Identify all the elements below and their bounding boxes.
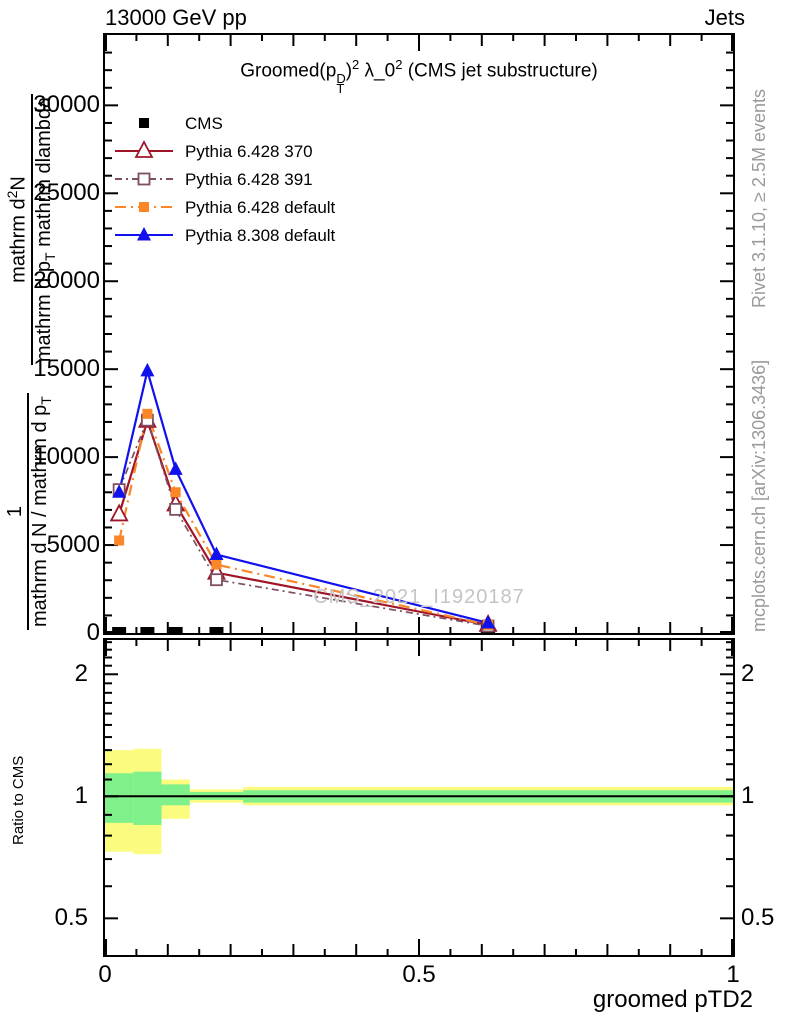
y-tick-label: 10000 [33, 443, 100, 471]
y-tick-label: 30000 [33, 91, 100, 119]
ratio-tick-label-left: 2 [74, 660, 88, 688]
y-tick-label: 0 [86, 619, 100, 646]
analysis-group-label: Jets [704, 5, 745, 30]
y-tick-label: 20000 [33, 267, 100, 295]
rivet-version-note: Rivet 3.1.10, ≥ 2.5M events [749, 89, 769, 308]
main-plot-canvas: CMS Pythia 6.428 370 Pythia 6.428 391 Pythi… [105, 35, 733, 633]
ratio-tick-label-left: 1 [74, 782, 88, 810]
beam-energy-label: 13000 GeV pp [105, 5, 247, 30]
legend-entry-label: CMS [185, 114, 223, 133]
main-plot-frame: CMS Pythia 6.428 370 Pythia 6.428 391 Pythi… [103, 33, 735, 635]
ratio-plot-frame [103, 638, 735, 957]
x-tick-label: 0 [98, 961, 112, 988]
y-tick-label: 25000 [33, 179, 100, 207]
legend-entry-label: Pythia 6.428 370 [185, 142, 313, 161]
legend-entry-label: Pythia 8.308 default [185, 226, 336, 245]
y-axis-title-fraction-1: 1 mathrm d N / mathrm d pT [4, 393, 54, 630]
ratio-tick-label-left: 0.5 [54, 904, 88, 932]
ratio-tick-label-right: 1 [741, 782, 755, 810]
legend-entry-label: Pythia 6.428 default [185, 198, 336, 217]
analysis-id-watermark: CMS_2021_I1920187 [313, 586, 525, 608]
x-tick-label: 0.5 [402, 961, 436, 988]
y-tick-label: 5000 [46, 531, 100, 559]
ratio-tick-label-right: 2 [741, 660, 755, 688]
plot-title: Groomed(p D T)2 λ_02 (CMS jet substructure… [240, 57, 598, 97]
x-axis-title: groomed pTD2 [592, 986, 753, 1013]
mcplots-reference-note: mcplots.cern.ch [arXiv:1306.3436] [749, 359, 769, 632]
y-axis-title-fraction-2: mathrm d2N mathrm d pT mathrm dlambda [4, 93, 58, 366]
ratio-tick-label-right: 0.5 [741, 904, 775, 932]
y-tick-label: 15000 [33, 355, 100, 383]
title-text: Groomed(p [240, 60, 337, 82]
x-tick-label: 1 [726, 961, 740, 988]
ratio-plot-canvas [105, 640, 733, 955]
legend-entry-label: Pythia 6.428 391 [185, 170, 313, 189]
